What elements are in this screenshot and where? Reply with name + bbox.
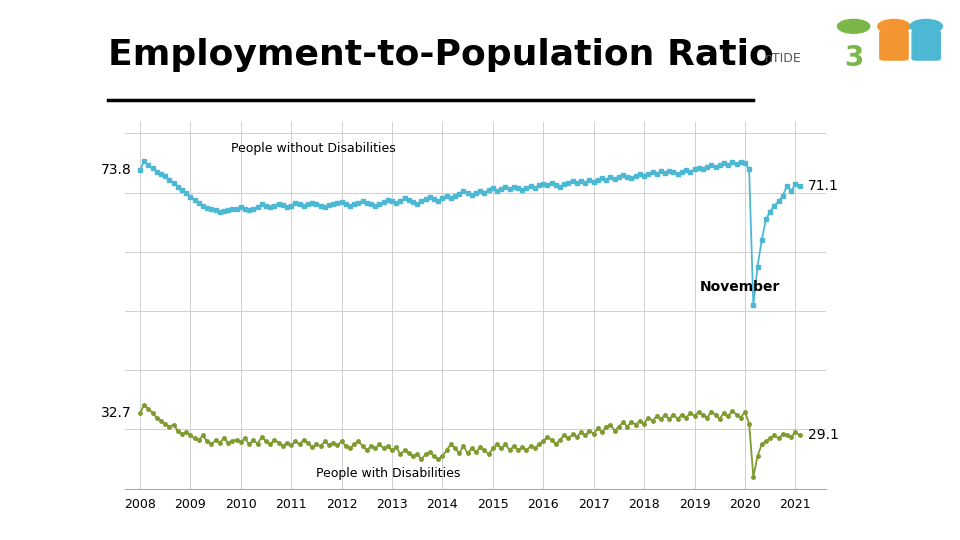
- Text: 29.1: 29.1: [808, 428, 839, 442]
- FancyBboxPatch shape: [879, 31, 908, 60]
- Text: 22: 22: [926, 512, 946, 527]
- Text: #nTIDE: #nTIDE: [14, 512, 72, 527]
- Circle shape: [910, 19, 943, 33]
- Text: 73.8: 73.8: [101, 163, 132, 177]
- Text: People with Disabilities: People with Disabilities: [317, 468, 461, 481]
- Circle shape: [837, 19, 870, 33]
- Text: People without Disabilities: People without Disabilities: [230, 141, 396, 154]
- FancyBboxPatch shape: [912, 31, 940, 60]
- Circle shape: [877, 19, 910, 33]
- Text: 32.7: 32.7: [101, 407, 132, 421]
- Text: nTIDE: nTIDE: [765, 52, 802, 65]
- Text: 3: 3: [844, 44, 863, 72]
- Text: Employment-to-Population Ratio: Employment-to-Population Ratio: [108, 38, 773, 71]
- Text: November: November: [700, 280, 780, 294]
- Text: 71.1: 71.1: [808, 179, 839, 193]
